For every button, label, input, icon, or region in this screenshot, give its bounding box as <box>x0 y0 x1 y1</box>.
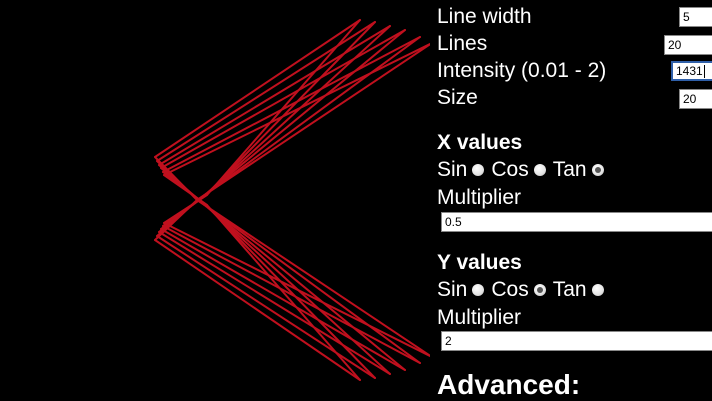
x-cos-radio[interactable] <box>533 164 546 176</box>
line-width-input[interactable]: 5 <box>679 7 712 27</box>
art-line-35 <box>206 19 361 196</box>
x-values-heading: X values <box>437 131 523 154</box>
x-sin-radio[interactable] <box>472 164 485 176</box>
art-line-0 <box>154 19 361 158</box>
art-line-23 <box>198 36 421 200</box>
art-line-9 <box>160 29 406 169</box>
art-line-29 <box>202 25 391 198</box>
intensity-label: Intensity (0.01 - 2) <box>437 59 607 82</box>
art-line-14 <box>204 203 376 379</box>
line-art-canvas <box>154 19 430 381</box>
size-input[interactable]: 20 <box>679 89 712 109</box>
lines-input[interactable]: 20 <box>664 35 712 55</box>
y-tan-label: Tan <box>552 278 587 301</box>
art-line-6 <box>158 25 391 166</box>
y-multiplier-input[interactable]: 2 <box>441 331 712 351</box>
line-width-label: Line width <box>437 5 532 28</box>
art-line-2 <box>196 199 430 357</box>
art-line-33 <box>163 222 430 358</box>
y-cos-radio[interactable] <box>533 284 546 296</box>
y-cos-label: Cos <box>491 278 529 301</box>
advanced-heading: Advanced: <box>437 369 581 400</box>
y-values-heading: Y values <box>437 251 522 274</box>
art-line-20 <box>196 43 430 201</box>
x-tan-radio[interactable] <box>591 164 604 176</box>
art-line-26 <box>200 29 406 199</box>
y-sin-radio[interactable] <box>472 284 485 296</box>
art-line-32 <box>204 21 376 197</box>
x-sin-label: Sin <box>437 158 468 181</box>
art-line-30 <box>162 225 421 364</box>
art-line-12 <box>162 36 421 173</box>
size-label: Size <box>437 86 478 109</box>
art-line-34 <box>163 194 208 224</box>
text-cursor <box>703 65 705 79</box>
x-multiplier-label: Multiplier <box>437 186 522 209</box>
y-multiplier-label: Multiplier <box>437 306 522 329</box>
x-cos-label: Cos <box>491 158 529 181</box>
intensity-input[interactable]: 1431 <box>671 61 712 81</box>
x-multiplier-input[interactable]: 0.5 <box>441 212 712 232</box>
lines-label: Lines <box>437 32 488 55</box>
y-function-radio-group: Sin Cos Tan <box>437 278 611 302</box>
art-line-5 <box>198 200 421 364</box>
art-line-24 <box>158 231 391 375</box>
y-sin-label: Sin <box>437 278 468 301</box>
art-line-8 <box>200 201 406 371</box>
art-line-16 <box>163 174 208 206</box>
art-line-27 <box>160 228 406 371</box>
art-line-18 <box>154 239 361 381</box>
x-tan-label: Tan <box>552 158 587 181</box>
y-tan-radio[interactable] <box>591 284 604 296</box>
intensity-value: 1431 <box>676 64 703 78</box>
x-function-radio-group: Sin Cos Tan <box>437 158 611 182</box>
art-line-21 <box>156 235 376 379</box>
